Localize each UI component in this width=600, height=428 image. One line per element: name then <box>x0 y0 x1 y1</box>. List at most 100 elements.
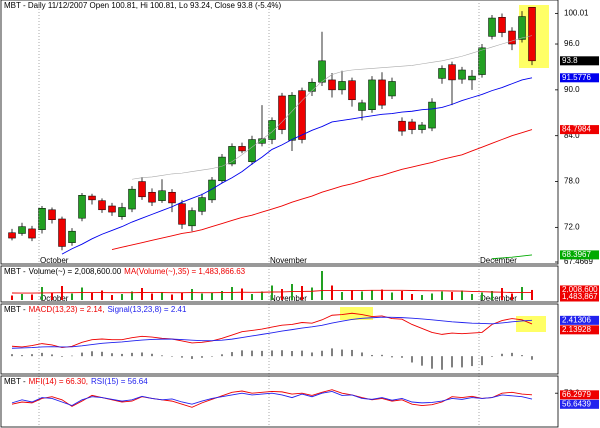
histogram-bar <box>91 351 93 357</box>
candle-body <box>58 218 66 247</box>
candle-body <box>268 120 276 140</box>
y-tick-label: 100.01 <box>564 8 589 17</box>
y-tick-label: 67.4669 <box>564 257 593 266</box>
histogram-bar <box>41 352 43 357</box>
series-line <box>11 312 533 349</box>
value-box <box>560 292 599 302</box>
volume-bar <box>221 291 223 300</box>
histogram-bar <box>241 350 243 357</box>
volume-bar <box>511 293 513 300</box>
candle-body <box>398 120 406 132</box>
candle-body <box>128 188 136 210</box>
histogram-bar <box>351 349 353 357</box>
series-line <box>11 390 533 407</box>
histogram-bar <box>301 350 303 357</box>
histogram-bar <box>441 356 443 370</box>
histogram-bar <box>121 353 123 357</box>
value-box-label: 2.41306 <box>562 315 591 324</box>
title-text: MBT - Daily 11/12/2007 Open 100.81, Hi 1… <box>4 1 282 10</box>
volume-bar <box>421 295 423 300</box>
volume-bar <box>51 292 53 300</box>
candle-body <box>438 68 446 79</box>
x-tick-label: October <box>40 256 69 265</box>
volume-bar <box>311 287 313 300</box>
legend-entry: MA(Volume(~),35) = 1,483,866.63 <box>124 267 246 276</box>
candle-body <box>168 191 176 204</box>
candle-body <box>528 7 536 62</box>
panel-frame <box>0 375 559 428</box>
candle-body <box>258 138 266 144</box>
volume-bar <box>201 293 203 300</box>
volume-bar <box>521 287 523 300</box>
histogram-bar <box>141 352 143 357</box>
histogram-bar <box>231 352 233 357</box>
value-box <box>560 390 599 400</box>
histogram-bar <box>261 350 263 357</box>
histogram-bar <box>381 354 383 357</box>
volume-bar <box>451 292 453 300</box>
volume-bar <box>351 290 353 300</box>
histogram-bar <box>491 356 493 357</box>
y-tick-label: 84.0 <box>564 131 580 140</box>
histogram-bar <box>71 355 73 357</box>
value-box-label: 84.7984 <box>562 125 591 134</box>
volume-bar <box>381 289 383 300</box>
histogram-bar <box>131 352 133 357</box>
volume-bar <box>31 294 33 300</box>
volume-bar <box>361 291 363 300</box>
histogram-bar <box>191 356 193 359</box>
histogram-bar <box>331 348 333 357</box>
legend-entry: Signal(13,23,8) = 2.41 <box>107 305 186 314</box>
candle-body <box>318 60 326 83</box>
y-tick-label: 90.0 <box>564 85 580 94</box>
volume-bar <box>371 290 373 300</box>
title-text: MBT - <box>4 377 26 386</box>
volume-bar <box>111 295 113 300</box>
histogram-bar <box>31 354 33 357</box>
candle-body <box>238 146 246 152</box>
value-box <box>560 285 599 295</box>
histogram-bar <box>161 355 163 357</box>
candle-body <box>28 228 36 239</box>
panel-frame <box>0 303 559 375</box>
volume-bar <box>231 287 233 300</box>
panel-title: MBT - Daily 11/12/2007 Open 100.81, Hi 1… <box>4 1 282 10</box>
candle-body <box>458 69 466 80</box>
histogram-bar <box>271 350 273 357</box>
candle-body <box>448 64 456 81</box>
histogram-bar <box>531 356 533 360</box>
candle-body <box>388 81 396 97</box>
candle-body <box>328 79 336 91</box>
volume-bar <box>471 294 473 300</box>
volume-bar <box>481 292 483 300</box>
panel-title: MBT - MFI(14) = 66.30, RSI(15) = 56.64 <box>4 377 148 386</box>
candle-body <box>158 190 166 201</box>
candle-body <box>198 197 206 212</box>
histogram-bar <box>171 356 173 357</box>
volume-bar <box>21 294 23 300</box>
value-box-label: 2.13928 <box>562 325 591 334</box>
candle-body <box>378 79 386 106</box>
volume-bar <box>281 289 283 300</box>
volume-bar <box>121 294 123 300</box>
candle-body <box>88 195 96 201</box>
series-line <box>11 289 533 294</box>
candle-body <box>408 121 416 130</box>
histogram-bar <box>521 355 523 357</box>
volume-bar <box>191 289 193 300</box>
y-tick-label: 96.0 <box>564 39 580 48</box>
title-text: MBT - <box>4 305 26 314</box>
histogram-bar <box>431 356 433 369</box>
series-line <box>11 316 533 349</box>
candle-body <box>148 191 156 203</box>
value-box-label: 68.3967 <box>562 250 591 259</box>
volume-bar <box>141 288 143 300</box>
value-box <box>560 125 599 135</box>
candle-body <box>178 203 186 225</box>
value-box-label: 91.5776 <box>562 73 591 82</box>
value-box-label: 2,008,600 <box>562 285 598 294</box>
candle-body <box>278 95 286 130</box>
candle-body <box>8 232 16 239</box>
volume-bar <box>151 293 153 300</box>
histogram-bar <box>101 351 103 357</box>
